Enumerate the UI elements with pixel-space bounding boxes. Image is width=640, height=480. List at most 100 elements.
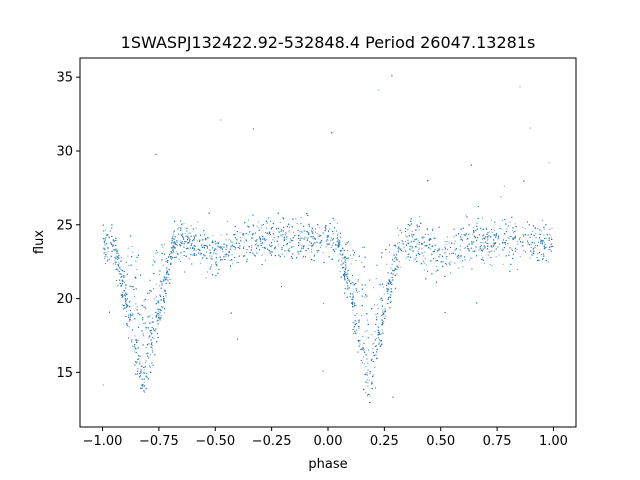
- data-point: [220, 234, 222, 236]
- data-point: [345, 275, 347, 277]
- data-point: [235, 247, 237, 249]
- data-point: [113, 249, 115, 251]
- data-point: [143, 382, 145, 384]
- data-point: [234, 257, 236, 258]
- data-point: [103, 248, 105, 250]
- data-point: [293, 246, 295, 247]
- data-point: [289, 226, 290, 228]
- data-point: [249, 231, 251, 233]
- data-point: [382, 314, 384, 315]
- data-point: [155, 283, 157, 285]
- data-point: [164, 302, 165, 303]
- data-point: [322, 233, 324, 235]
- data-point: [455, 234, 457, 236]
- data-point: [209, 249, 211, 251]
- data-point: [389, 283, 390, 285]
- data-point: [310, 236, 312, 238]
- data-point: [137, 373, 139, 375]
- data-point: [359, 340, 361, 341]
- data-point: [103, 242, 105, 244]
- data-point: [550, 237, 552, 239]
- data-point: [397, 227, 399, 229]
- data-point: [350, 254, 352, 256]
- data-point: [491, 229, 492, 230]
- data-point: [405, 228, 406, 229]
- data-point: [312, 245, 314, 247]
- data-point: [129, 318, 130, 320]
- data-point: [311, 251, 313, 253]
- data-point: [380, 297, 382, 299]
- data-point: [470, 164, 472, 166]
- data-point: [217, 272, 219, 274]
- data-point: [180, 252, 182, 254]
- data-point: [283, 236, 285, 238]
- data-point: [436, 269, 438, 271]
- data-point: [282, 230, 284, 232]
- data-point: [398, 261, 400, 263]
- data-point: [423, 260, 424, 262]
- data-point: [316, 251, 318, 253]
- data-point: [384, 315, 386, 317]
- data-point: [529, 257, 531, 259]
- data-point: [211, 241, 213, 243]
- data-point: [159, 270, 161, 272]
- data-point: [170, 257, 172, 259]
- data-point: [268, 233, 270, 235]
- data-point: [225, 253, 227, 255]
- data-point: [301, 231, 303, 233]
- data-point: [392, 279, 394, 281]
- data-point: [438, 226, 440, 228]
- data-point: [169, 256, 171, 258]
- data-point: [299, 234, 301, 236]
- data-point: [280, 234, 282, 236]
- data-point: [154, 354, 156, 356]
- data-point: [137, 339, 139, 341]
- data-point: [347, 288, 349, 290]
- data-point: [355, 260, 357, 261]
- data-point: [468, 250, 470, 252]
- data-point: [542, 240, 544, 242]
- data-point: [243, 247, 244, 249]
- data-point: [115, 248, 117, 250]
- data-point: [164, 253, 165, 255]
- data-point: [311, 246, 313, 248]
- data-point: [271, 251, 273, 253]
- data-point: [163, 280, 165, 282]
- data-point: [379, 298, 381, 300]
- data-point: [153, 273, 155, 274]
- data-point: [361, 261, 363, 263]
- data-point: [192, 246, 194, 248]
- data-point: [477, 217, 479, 219]
- data-point: [290, 238, 292, 240]
- data-point: [460, 239, 462, 241]
- data-point: [156, 315, 158, 317]
- data-point: [316, 241, 318, 243]
- data-point: [135, 373, 137, 375]
- data-point: [381, 333, 383, 335]
- data-point: [163, 279, 165, 281]
- data-point: [163, 296, 164, 297]
- data-point: [166, 270, 168, 272]
- data-point: [464, 259, 466, 260]
- data-point: [171, 239, 173, 241]
- data-point: [401, 240, 403, 242]
- data-point: [493, 246, 495, 247]
- data-point: [479, 248, 481, 250]
- data-point: [231, 241, 233, 243]
- data-point: [325, 240, 327, 242]
- data-point: [143, 390, 145, 392]
- data-point: [106, 256, 108, 258]
- data-point: [347, 276, 349, 278]
- data-point: [236, 262, 238, 263]
- data-point: [397, 251, 399, 253]
- data-point: [523, 180, 525, 182]
- data-point: [391, 279, 393, 281]
- data-point: [118, 265, 119, 267]
- data-point: [270, 246, 272, 247]
- data-point: [508, 238, 510, 239]
- data-point: [465, 214, 467, 216]
- data-point: [163, 312, 165, 314]
- data-point: [218, 246, 220, 248]
- data-point: [260, 245, 262, 246]
- data-point: [334, 250, 335, 252]
